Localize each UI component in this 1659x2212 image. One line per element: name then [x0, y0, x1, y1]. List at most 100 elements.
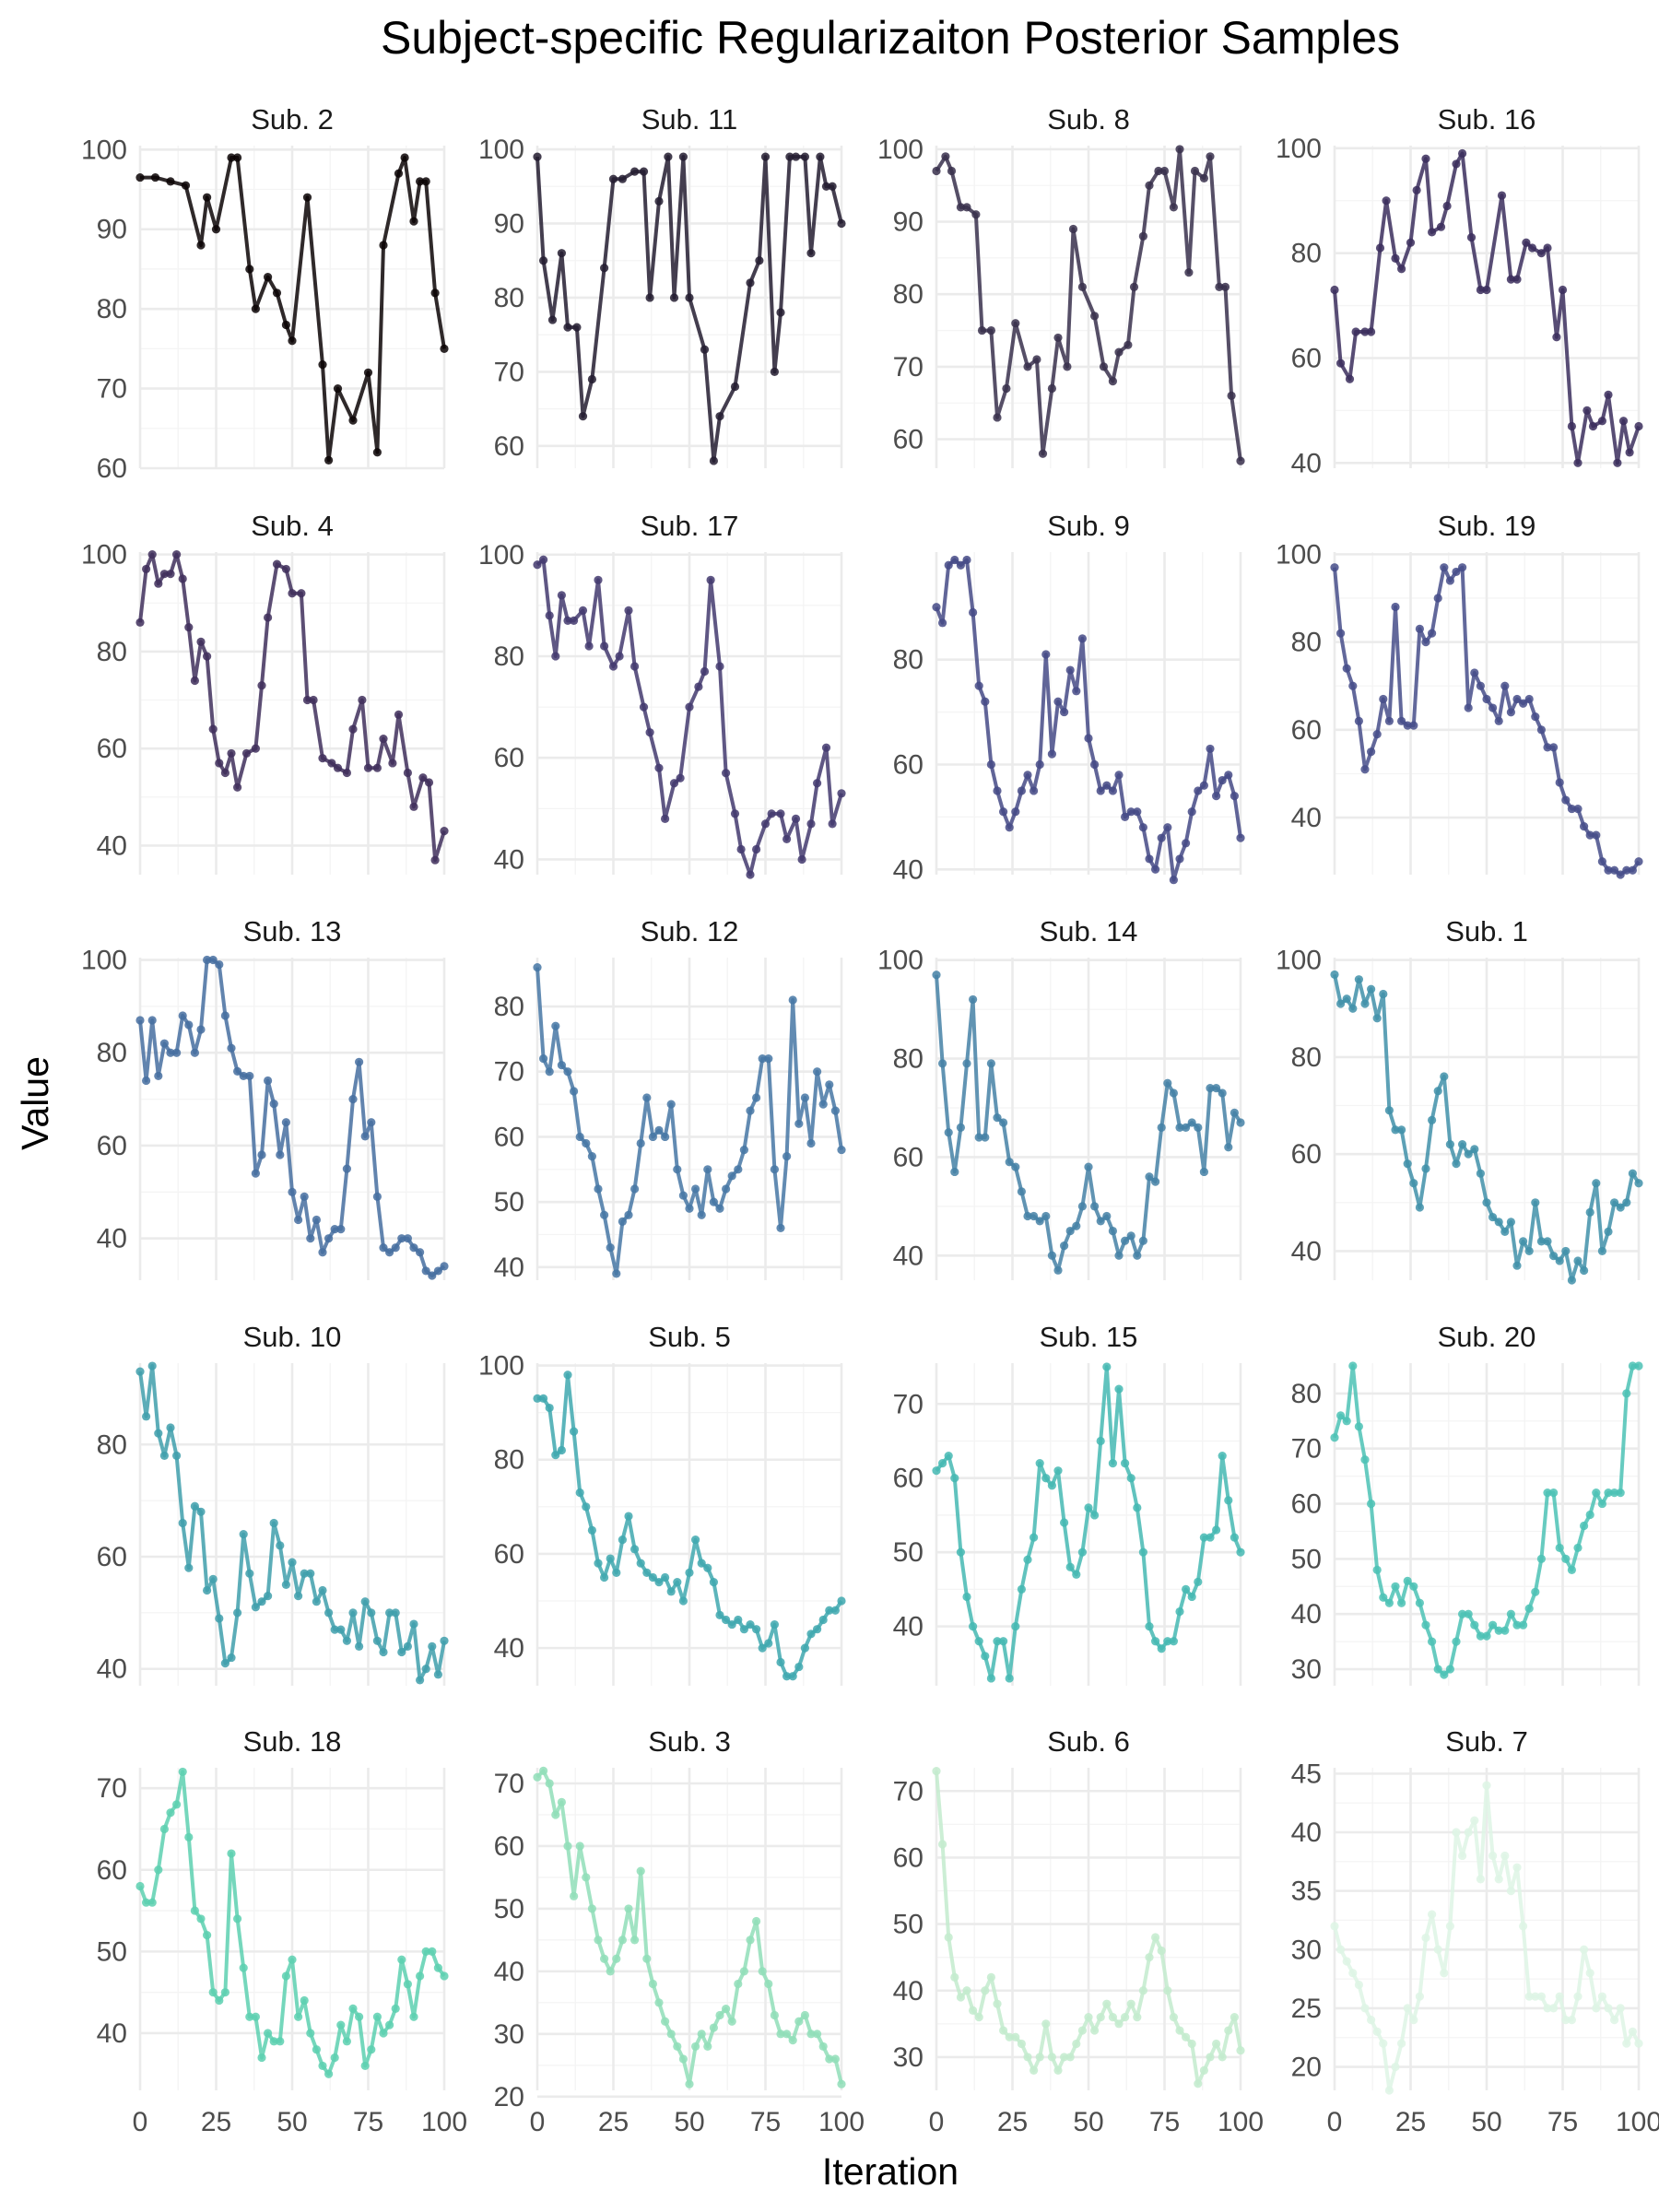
data-point: [1342, 994, 1351, 1004]
data-point: [1194, 786, 1203, 795]
data-point: [241, 748, 252, 759]
data-point: [1212, 792, 1221, 801]
data-point: [837, 2079, 846, 2088]
y-tick-label: 50: [494, 1187, 524, 1218]
data-point: [336, 2020, 346, 2030]
data-point: [1330, 1433, 1339, 1442]
data-point: [938, 618, 947, 628]
y-tick-label: 40: [97, 1224, 127, 1254]
data-point: [1458, 1609, 1467, 1618]
data-point: [1175, 145, 1184, 154]
data-point: [1421, 154, 1430, 163]
data-point: [302, 193, 312, 202]
data-point: [678, 152, 688, 161]
y-tick-label: 80: [1291, 239, 1322, 269]
data-point: [327, 759, 336, 768]
data-point: [969, 607, 978, 618]
data-point: [1138, 231, 1147, 241]
data-point: [1379, 989, 1388, 999]
y-tick-label: 40: [97, 2018, 127, 2049]
y-tick-label: 30: [494, 2019, 524, 2050]
data-point: [1428, 1910, 1437, 1919]
data-point: [1506, 1887, 1515, 1896]
data-point: [818, 2041, 828, 2052]
data-point: [1585, 1510, 1594, 1520]
data-point: [1367, 1499, 1376, 1509]
data-point: [1531, 1587, 1540, 1596]
data-point: [245, 1569, 254, 1578]
data-point: [1065, 2053, 1075, 2062]
data-point: [300, 1995, 309, 2006]
data-point: [428, 1271, 437, 1280]
data-point: [969, 994, 978, 1005]
data-point: [760, 152, 771, 161]
data-point: [694, 682, 703, 691]
y-tick-label: 50: [893, 1910, 924, 1940]
data-point: [203, 955, 212, 965]
data-point: [830, 2054, 841, 2064]
panel: Sub. 1 40 60 80 100: [1276, 915, 1643, 1285]
data-point: [944, 560, 953, 570]
data-point: [1588, 421, 1598, 431]
data-point: [1379, 2039, 1388, 2048]
data-point: [324, 455, 334, 465]
y-tick-label: 90: [893, 207, 924, 238]
data-point: [318, 2061, 327, 2071]
data-point: [752, 1093, 761, 1102]
data-point: [830, 1606, 841, 1615]
data-point: [1175, 1606, 1184, 1617]
data-point: [1224, 1496, 1233, 1505]
data-point: [1133, 2013, 1142, 2022]
data-point: [764, 1639, 773, 1648]
data-point: [1500, 1851, 1510, 1861]
data-point: [941, 152, 950, 161]
data-point: [1108, 377, 1117, 386]
data-point: [135, 172, 145, 182]
data-point: [1342, 1957, 1351, 1966]
y-tick-label: 40: [1291, 1236, 1322, 1266]
data-point: [208, 724, 218, 734]
data-point: [1194, 2079, 1203, 2088]
data-point: [1187, 807, 1196, 817]
data-point: [1616, 1203, 1625, 1212]
data-point: [1336, 629, 1346, 638]
data-point: [1114, 1251, 1124, 1260]
data-point: [1403, 721, 1412, 730]
data-point: [1597, 857, 1606, 866]
data-point: [1035, 2053, 1044, 2062]
data-point: [172, 1800, 182, 1809]
panel-strip-label: Sub. 13: [243, 915, 342, 947]
data-point: [1330, 563, 1339, 572]
data-point: [1011, 1622, 1020, 1631]
y-tick-label: 30: [893, 2042, 924, 2073]
data-point: [421, 177, 430, 186]
data-point: [1129, 282, 1139, 291]
data-point: [360, 1597, 370, 1606]
x-tick-label: 75: [750, 2107, 781, 2137]
data-point: [557, 1061, 567, 1070]
data-point: [600, 641, 609, 651]
data-point: [1634, 1179, 1643, 1188]
data-point: [172, 1451, 182, 1461]
data-point: [1583, 406, 1592, 415]
data-point: [1567, 1565, 1576, 1574]
data-point: [1549, 2004, 1559, 2013]
data-point: [1342, 1417, 1351, 1426]
data-point: [166, 177, 175, 186]
data-point: [594, 1936, 603, 1945]
data-point: [755, 256, 764, 265]
panel: Sub. 15 40 50 60 70: [893, 1321, 1245, 1686]
data-point: [618, 174, 628, 183]
data-point: [648, 1979, 658, 1989]
data-point: [1616, 870, 1625, 879]
data-point: [1145, 854, 1154, 864]
data-point: [746, 870, 755, 879]
data-point: [993, 1113, 1002, 1123]
data-point: [184, 1563, 194, 1572]
data-point: [1476, 285, 1485, 295]
data-point: [673, 1577, 682, 1587]
data-point: [1519, 1237, 1528, 1246]
data-point: [1206, 2053, 1215, 2062]
data-point: [1184, 268, 1194, 277]
data-point: [409, 1243, 418, 1253]
